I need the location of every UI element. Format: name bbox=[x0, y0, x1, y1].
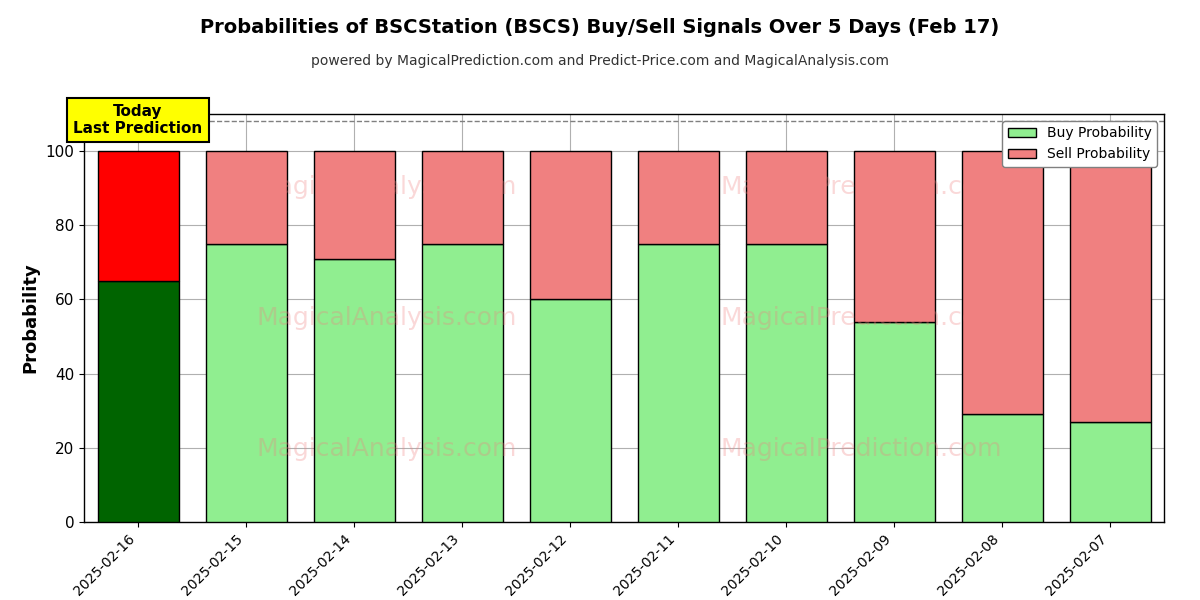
Text: MagicalPrediction.com: MagicalPrediction.com bbox=[721, 306, 1002, 330]
Bar bbox=[421, 244, 503, 522]
Bar bbox=[313, 151, 395, 259]
Bar bbox=[421, 151, 503, 244]
Text: MagicalAnalysis.com: MagicalAnalysis.com bbox=[257, 175, 516, 199]
Bar bbox=[529, 299, 611, 522]
Bar bbox=[853, 151, 935, 322]
Bar bbox=[97, 281, 179, 522]
Bar bbox=[1069, 151, 1151, 422]
Text: Today
Last Prediction: Today Last Prediction bbox=[73, 104, 203, 136]
Bar bbox=[961, 151, 1043, 415]
Text: MagicalAnalysis.com: MagicalAnalysis.com bbox=[257, 306, 516, 330]
Bar bbox=[97, 151, 179, 281]
Legend: Buy Probability, Sell Probability: Buy Probability, Sell Probability bbox=[1002, 121, 1157, 167]
Bar bbox=[205, 244, 287, 522]
Bar bbox=[745, 151, 827, 244]
Bar bbox=[313, 259, 395, 522]
Text: MagicalPrediction.com: MagicalPrediction.com bbox=[721, 175, 1002, 199]
Bar bbox=[961, 415, 1043, 522]
Bar bbox=[529, 151, 611, 299]
Bar bbox=[1069, 422, 1151, 522]
Bar bbox=[637, 244, 719, 522]
Bar bbox=[637, 151, 719, 244]
Bar bbox=[853, 322, 935, 522]
Bar bbox=[205, 151, 287, 244]
Bar bbox=[745, 244, 827, 522]
Text: MagicalPrediction.com: MagicalPrediction.com bbox=[721, 437, 1002, 461]
Text: Probabilities of BSCStation (BSCS) Buy/Sell Signals Over 5 Days (Feb 17): Probabilities of BSCStation (BSCS) Buy/S… bbox=[200, 18, 1000, 37]
Y-axis label: Probability: Probability bbox=[22, 263, 40, 373]
Text: powered by MagicalPrediction.com and Predict-Price.com and MagicalAnalysis.com: powered by MagicalPrediction.com and Pre… bbox=[311, 54, 889, 68]
Text: MagicalAnalysis.com: MagicalAnalysis.com bbox=[257, 437, 516, 461]
